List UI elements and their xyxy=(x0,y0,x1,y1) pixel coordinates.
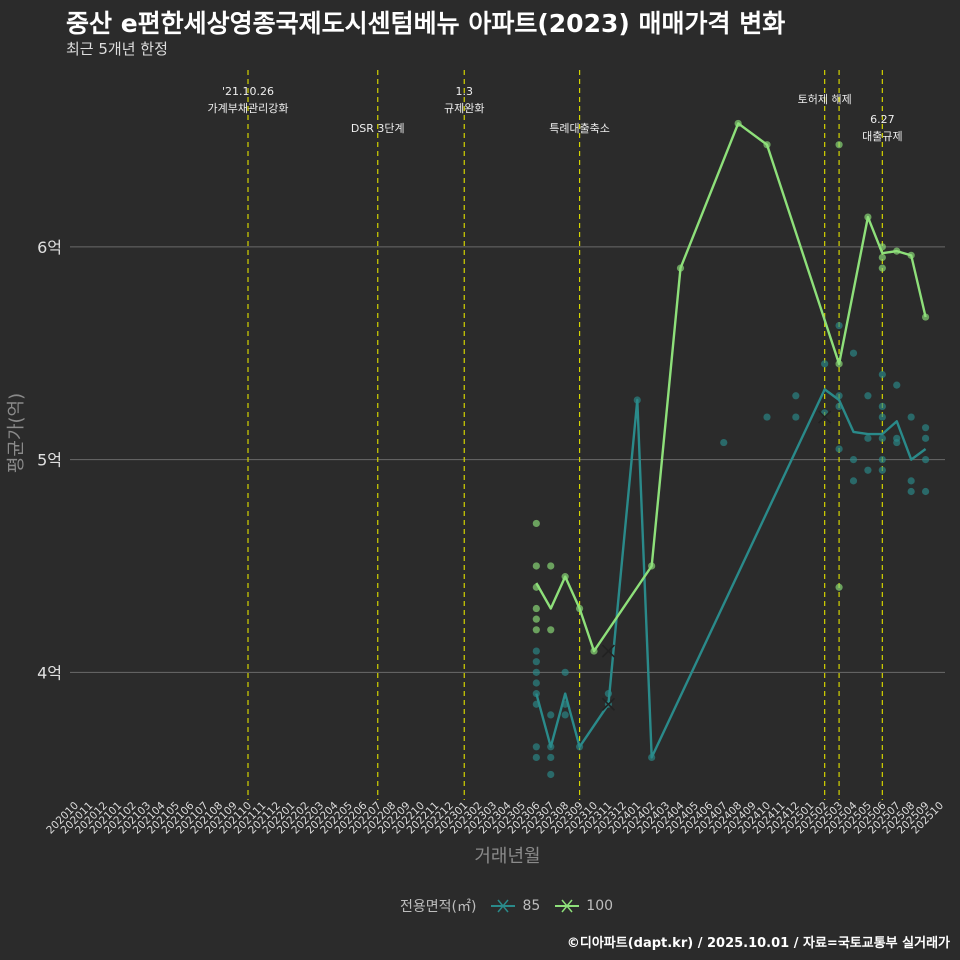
event-label: 가계부채관리강화 xyxy=(208,102,289,115)
data-point-85 xyxy=(893,381,901,389)
cross-marker xyxy=(818,410,832,424)
data-point-100 xyxy=(878,264,886,272)
data-point-100 xyxy=(532,626,540,634)
event-label: DSR 3단계 xyxy=(351,122,405,135)
data-point-100 xyxy=(921,313,930,321)
data-point-85 xyxy=(893,438,901,447)
data-point-85 xyxy=(547,770,555,779)
data-point-85 xyxy=(921,487,930,496)
data-point-85 xyxy=(792,392,800,400)
data-point-100 xyxy=(532,519,540,528)
data-point-85 xyxy=(878,370,886,379)
data-point-85 xyxy=(561,668,569,676)
x-axis-title: 거래년월 xyxy=(474,846,540,867)
legend-label-85: 85 xyxy=(522,898,541,914)
data-point-100 xyxy=(532,562,540,570)
legend-title: 전용면적(㎡) xyxy=(400,899,477,915)
legend-key-85-icon xyxy=(491,899,516,913)
legend-item-100[interactable]: 100 xyxy=(554,898,613,914)
data-point-85 xyxy=(921,455,930,464)
legend-item-85[interactable]: 85 xyxy=(490,898,540,914)
data-point-85 xyxy=(921,434,930,442)
chart-title: 중산 e편한세상영종국제도시센텀베뉴 아파트(2023) 매매가격 변화 xyxy=(66,9,786,38)
event-label: 특례대출축소 xyxy=(549,122,610,135)
data-point-85 xyxy=(547,753,555,762)
data-point-85 xyxy=(878,434,886,442)
data-point-100 xyxy=(835,583,843,591)
data-point-100 xyxy=(547,562,555,570)
data-point-100 xyxy=(547,626,555,634)
event-label: 규제완화 xyxy=(444,102,484,115)
legend: 전용면적(㎡) 85 100 xyxy=(400,896,613,916)
data-point-85 xyxy=(864,434,872,442)
data-point-85 xyxy=(547,711,555,719)
data-point-85 xyxy=(532,658,540,666)
data-point-85 xyxy=(864,392,872,400)
data-point-85 xyxy=(907,477,915,485)
data-point-85 xyxy=(849,455,858,464)
data-point-85 xyxy=(532,668,540,676)
event-label: 대출규제 xyxy=(862,130,902,143)
y-tick-label: 5억 xyxy=(37,451,62,470)
data-point-85 xyxy=(878,466,886,474)
cross-marker xyxy=(601,644,615,658)
data-point-100 xyxy=(532,604,540,613)
data-point-85 xyxy=(763,413,771,421)
data-point-85 xyxy=(532,679,540,687)
data-point-100 xyxy=(835,141,843,149)
series-line-85 xyxy=(535,388,927,759)
y-axis-title: 평균가(억) xyxy=(6,393,27,473)
data-point-85 xyxy=(792,413,800,421)
data-point-100 xyxy=(532,615,540,623)
data-point-85 xyxy=(849,349,858,357)
legend-label-100: 100 xyxy=(586,898,614,914)
data-point-85 xyxy=(878,413,886,421)
data-point-85 xyxy=(532,753,540,762)
legend-key-100-icon xyxy=(555,899,580,913)
event-label: '21.10.26 xyxy=(222,85,274,98)
data-point-100 xyxy=(878,253,886,262)
source-caption: ©디아파트(dapt.kr) / 2025.10.01 / 자료=국토교통부 실… xyxy=(566,936,950,951)
data-point-85 xyxy=(561,711,569,719)
data-point-85 xyxy=(878,455,886,464)
cross-marker xyxy=(601,697,615,711)
data-point-85 xyxy=(532,647,540,655)
y-tick-label: 6억 xyxy=(37,238,62,257)
data-point-85 xyxy=(532,743,540,751)
data-point-85 xyxy=(835,445,843,453)
data-point-85 xyxy=(821,360,829,368)
data-point-85 xyxy=(907,487,915,496)
y-tick-label: 4억 xyxy=(37,663,62,682)
data-point-85 xyxy=(720,438,728,447)
data-point-85 xyxy=(907,413,915,421)
data-point-85 xyxy=(835,321,843,330)
event-label: 1.3 xyxy=(456,85,474,98)
series-line-100 xyxy=(535,122,927,653)
data-point-85 xyxy=(878,402,886,411)
data-point-85 xyxy=(921,424,930,432)
data-point-85 xyxy=(849,477,858,485)
event-label: 토허제 해제 xyxy=(798,92,852,106)
event-label: 6.27 xyxy=(870,113,895,126)
data-point-85 xyxy=(864,466,872,474)
chart-subtitle: 최근 5개년 한정 xyxy=(66,40,168,58)
